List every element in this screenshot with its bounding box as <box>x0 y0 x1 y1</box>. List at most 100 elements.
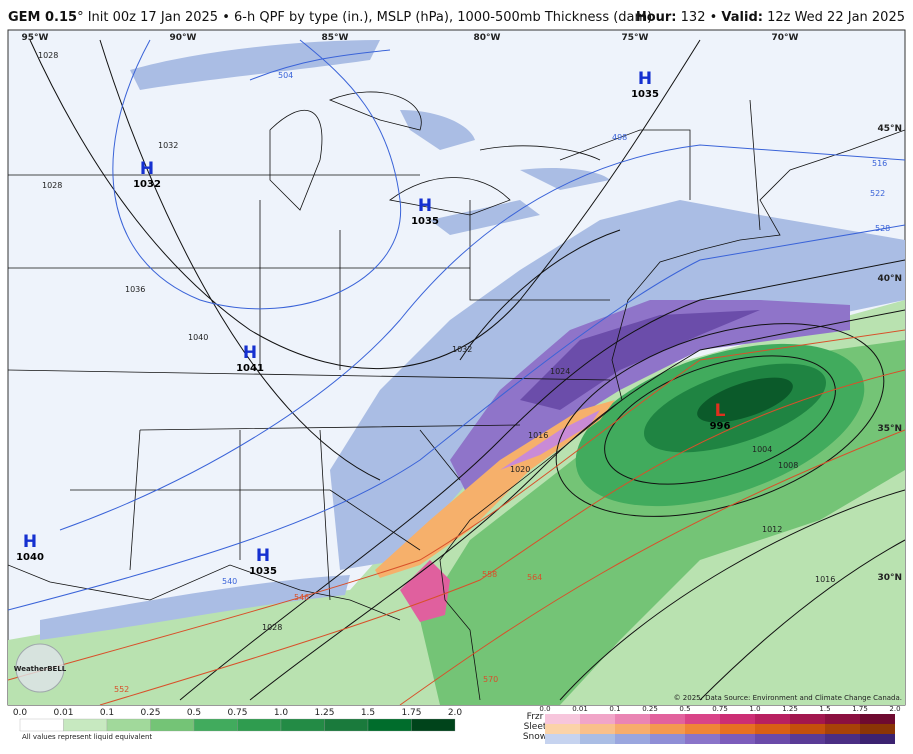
center-symbol: H <box>418 196 432 216</box>
isobar-label: 1040 <box>188 333 208 342</box>
mixed-swatch <box>580 734 615 744</box>
lon-label: 80°W <box>474 33 501 43</box>
center-pressure: 1032 <box>133 179 161 190</box>
mixed-swatch <box>615 714 650 724</box>
rain-swatch <box>280 718 325 732</box>
mixed-swatch <box>685 714 720 724</box>
rain-swatch <box>19 718 64 732</box>
rain-swatch <box>150 718 195 732</box>
lat-label: 35°N <box>877 424 902 434</box>
rain-swatch <box>324 718 369 732</box>
rain-scale-label: 0.75 <box>227 708 247 718</box>
rain-scale-label: 2.0 <box>448 708 463 718</box>
header-left: GEM 0.15° Init 00z 17 Jan 2025 • 6-h QPF… <box>8 10 652 25</box>
lat-label: 40°N <box>877 274 902 284</box>
mixed-swatch <box>720 714 755 724</box>
lon-label: 75°W <box>622 33 649 43</box>
mixed-swatch <box>755 724 790 734</box>
rain-swatch <box>193 718 238 732</box>
center-symbol: L <box>715 401 726 421</box>
isobar-label: 1016 <box>815 575 835 584</box>
mixed-swatch <box>615 724 650 734</box>
mixed-swatch <box>825 724 860 734</box>
lon-label: 85°W <box>322 33 349 43</box>
mixed-swatch <box>545 724 580 734</box>
lon-label: 95°W <box>22 33 49 43</box>
mixed-scale-label: 2.0 <box>889 705 900 713</box>
isobar-label: 1020 <box>510 465 530 474</box>
mixed-scale-label: 0.1 <box>609 705 620 713</box>
mixed-swatch <box>755 734 790 744</box>
snow-heavy <box>450 300 850 500</box>
snow-very-heavy <box>520 310 760 410</box>
hour-value: 132 • <box>677 10 722 25</box>
center-symbol: H <box>140 159 154 179</box>
mixed-swatch <box>755 714 790 724</box>
mixed-scale-label: 1.0 <box>749 705 760 713</box>
isobar <box>179 259 905 701</box>
isobar <box>555 323 885 517</box>
center-pressure: 1035 <box>631 89 659 100</box>
mixed-swatch <box>580 714 615 724</box>
model: GEM 0.15 <box>8 10 77 25</box>
center-pressure: 1035 <box>249 566 277 577</box>
mixed-swatch <box>790 724 825 734</box>
freezing-rain <box>400 560 450 622</box>
isobar-label: 1008 <box>778 461 798 470</box>
valid-value: 12z Wed 22 Jan 2025 <box>763 10 905 25</box>
isobar <box>604 355 836 485</box>
mixed-swatch <box>650 714 685 724</box>
mixed-scale-label: 1.75 <box>852 705 868 713</box>
thickness-label: 570 <box>483 675 498 684</box>
isobar-label: 1012 <box>762 525 782 534</box>
lat-label: 30°N <box>877 573 902 583</box>
rain-scale-label: 0.01 <box>53 708 73 718</box>
thickness-label: 558 <box>482 570 497 579</box>
rain-swatch <box>106 718 151 732</box>
copyright: © 2025. Data Source: Environment and Cli… <box>674 694 902 702</box>
mixed-scale-label: 0.75 <box>712 705 728 713</box>
rain-scale-label: 0.25 <box>140 708 160 718</box>
mixed-swatch <box>580 724 615 734</box>
mixed-swatch <box>650 724 685 734</box>
mixed-swatch <box>545 714 580 724</box>
mixed-swatch <box>860 724 895 734</box>
valid-label: Valid: <box>721 10 763 25</box>
thickness-label: 522 <box>870 189 885 198</box>
thickness-label: 516 <box>872 159 887 168</box>
mixed-swatch <box>720 724 755 734</box>
rain-swatch <box>367 718 412 732</box>
mixed-swatch <box>650 734 685 744</box>
row-label: Frzr <box>527 712 544 722</box>
isobar-label: 1032 <box>158 141 178 150</box>
snow-lakes <box>400 110 610 235</box>
mixed-swatch <box>615 734 650 744</box>
thickness-label: 540 <box>222 577 237 586</box>
center-pressure: 1041 <box>236 363 264 374</box>
thickness-label: 552 <box>114 685 129 694</box>
rain-scale-label: 1.5 <box>361 708 375 718</box>
header-right: Hour: 132 • Valid: 12z Wed 22 Jan 2025 <box>636 10 905 25</box>
legend-note: All values represent liquid equivalent <box>22 733 152 741</box>
mixed-swatch <box>790 714 825 724</box>
hour-label: Hour: <box>636 10 677 25</box>
snow-north <box>130 40 380 90</box>
mixed-scale-label: 0.25 <box>642 705 658 713</box>
mixed-swatch <box>825 714 860 724</box>
isobar-label: 1028 <box>42 181 62 190</box>
description: ° Init 00z 17 Jan 2025 • 6-h QPF by type… <box>77 10 652 25</box>
rain-scale-label: 1.25 <box>314 708 334 718</box>
mixed-swatch <box>720 734 755 744</box>
isobar-label: 1016 <box>528 431 548 440</box>
mixed-swatch <box>685 734 720 744</box>
rain-scale-label: 0.0 <box>13 708 28 718</box>
contour-labels: 1028 1032 1028 1036 1040 1032 1024 1016 1020 1004… <box>38 51 890 694</box>
center-symbol: H <box>638 69 652 89</box>
center-pressure: 1035 <box>411 216 439 227</box>
isobar <box>99 39 621 481</box>
mixed-scale-label: 0.5 <box>679 705 690 713</box>
rain-scale-label: 0.1 <box>100 708 114 718</box>
rain-scale-label: 0.5 <box>187 708 201 718</box>
